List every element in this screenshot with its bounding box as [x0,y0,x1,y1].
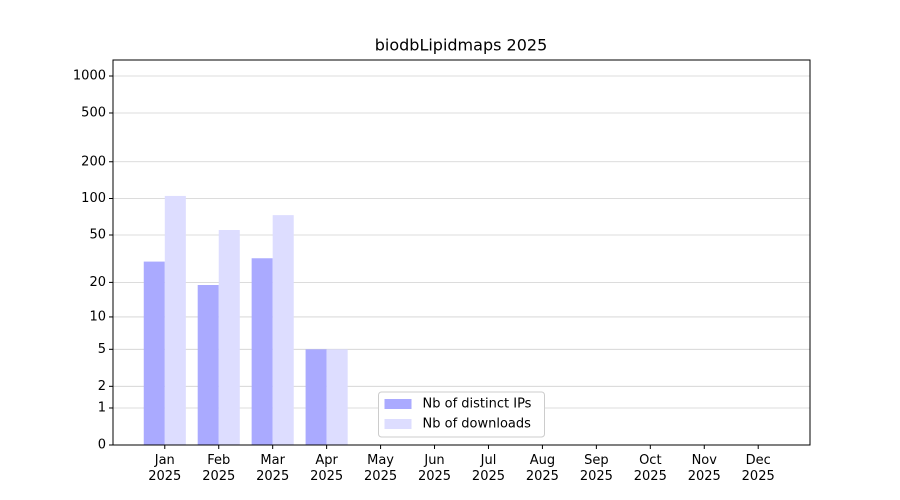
x-tick-label: Apr 2025 [310,453,344,484]
x-tick-label: Jun 2025 [417,453,452,484]
legend-box [378,391,545,438]
y-tick-label: 1 [98,400,106,415]
legend-label: Nb of downloads [423,417,532,432]
bar [305,349,327,445]
chart-title: biodbLipidmaps 2025 [375,36,548,55]
x-tick-label: Aug 2025 [525,453,559,484]
y-tick-label: 200 [81,154,106,169]
legend-swatch [384,419,412,429]
y-tick-label: 0 [98,438,106,453]
bar [197,285,219,445]
bar [251,258,273,445]
y-tick-label: 20 [89,275,106,290]
y-tick-label: 2 [98,379,106,394]
y-tick-label: 50 [89,228,106,243]
bar [272,215,294,445]
x-tick-label: Feb 2025 [202,453,236,484]
y-tick-label: 500 [81,105,106,120]
bar [218,230,240,445]
legend-label: Nb of distinct IPs [423,397,532,412]
x-tick-label: Jan 2025 [148,453,182,484]
y-tick-label: 10 [89,309,106,324]
x-tick-label: Oct 2025 [633,453,667,484]
x-tick-label: Jul 2025 [471,453,506,484]
x-tick-label: Sep 2025 [579,453,613,484]
plot-frame [112,59,811,446]
bar [164,195,186,445]
x-tick-label: Mar 2025 [256,453,290,484]
legend-swatch [384,399,412,409]
bar [143,261,165,445]
y-tick-label: 5 [98,342,106,357]
x-tick-label: May 2025 [364,453,398,484]
x-tick-label: Dec 2025 [741,453,775,484]
bar [326,349,348,445]
y-tick-label: 1000 [73,69,106,84]
y-tick-label: 100 [81,191,106,206]
x-tick-label: Nov 2025 [687,453,721,484]
